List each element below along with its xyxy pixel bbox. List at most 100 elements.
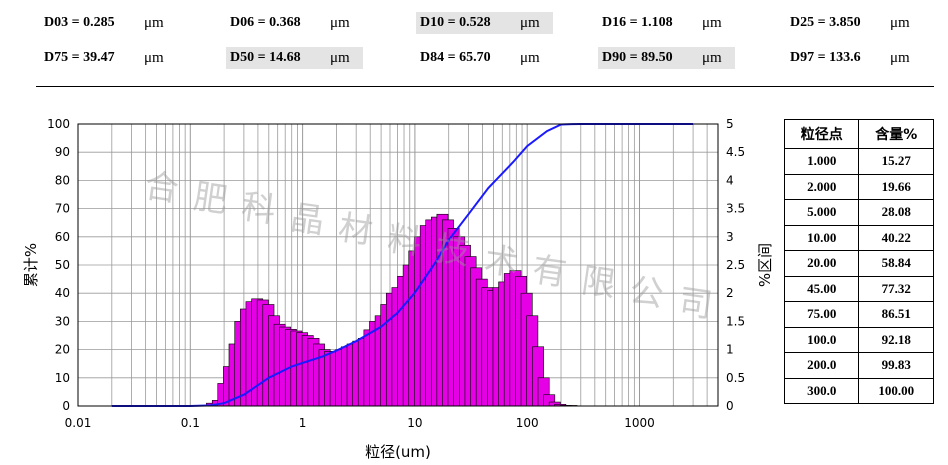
content-table-panel: 粒径点 含量% 1.000 15.27 2.000 19.66 5.000 28.08 10… — [783, 119, 934, 404]
stat-label: D84 = 65.70 — [420, 50, 491, 65]
x-tick-label: 100 — [516, 416, 539, 430]
x-tick-label: 0.1 — [181, 416, 200, 430]
y-tick-label: 70 — [55, 202, 70, 216]
y-tick-label: 40 — [55, 286, 70, 300]
plot-frame — [77, 123, 719, 407]
y2-tick-label: 1 — [726, 343, 734, 357]
table-cell-content: 15.27 — [858, 148, 934, 175]
stat-label: D16 = 1.108 — [602, 15, 673, 30]
x-tick-label: 10 — [407, 416, 422, 430]
column-header-size-point: 粒径点 — [783, 119, 860, 149]
y-tick-label: 80 — [55, 173, 70, 187]
y-tick-label: 90 — [55, 145, 70, 159]
y2-tick-label: 0.5 — [726, 371, 745, 385]
table-cell-size: 1.000 — [783, 148, 860, 175]
table-row: 10.00 40.22 — [783, 224, 934, 251]
table-cell-size: 200.0 — [783, 352, 860, 379]
stat-unit: μm — [520, 50, 540, 66]
stat-unit: μm — [702, 15, 722, 31]
table-cell-size: 300.0 — [783, 377, 860, 404]
header-divider — [36, 86, 934, 87]
y2-tick-label: 0 — [726, 399, 734, 413]
table-cell-content: 77.32 — [858, 275, 934, 302]
x-tick-label: 1 — [299, 416, 307, 430]
x-axis-label: 粒径(um) — [365, 443, 431, 461]
table-cell-size: 10.00 — [783, 224, 860, 251]
stat-unit: μm — [890, 15, 910, 31]
stat-label: D25 = 3.850 — [790, 15, 861, 30]
y2-tick-label: 2 — [726, 286, 734, 300]
table-row: 5.000 28.08 — [783, 199, 934, 226]
y2-axis-label: %区间 — [756, 243, 774, 287]
stat-unit: μm — [890, 50, 910, 66]
stat-label: D03 = 0.285 — [44, 15, 115, 30]
stat-item: D50 = 14.68 μm — [226, 47, 363, 69]
stat-label: D06 = 0.368 — [230, 15, 301, 30]
y2-tick-label: 5 — [726, 117, 734, 131]
stat-item: D03 = 0.285 μm — [40, 12, 174, 34]
stat-unit: μm — [520, 15, 540, 31]
table-row: 2.000 19.66 — [783, 173, 934, 200]
stat-label: D75 = 39.47 — [44, 50, 115, 65]
x-tick-label: 1000 — [624, 416, 655, 430]
stat-item: D25 = 3.850 μm — [786, 12, 920, 34]
y-tick-label: 20 — [55, 343, 70, 357]
y-tick-label: 30 — [55, 314, 70, 328]
table-row: 20.00 58.84 — [783, 250, 934, 277]
stat-unit: μm — [702, 50, 722, 66]
stat-item: D16 = 1.108 μm — [598, 12, 732, 34]
y-axis-label: 累计% — [22, 243, 40, 287]
statistics-panel: D03 = 0.285 μm D06 = 0.368 μm D10 = 0.528 μm D… — [0, 0, 948, 80]
table-row: 100.0 92.18 — [783, 326, 934, 353]
table-cell-content: 86.51 — [858, 301, 934, 328]
table-cell-content: 28.08 — [858, 199, 934, 226]
table-cell-size: 2.000 — [783, 173, 860, 200]
table-cell-size: 20.00 — [783, 250, 860, 277]
y2-tick-label: 3 — [726, 230, 734, 244]
table-cell-content: 40.22 — [858, 224, 934, 251]
y2-tick-label: 3.5 — [726, 202, 745, 216]
stat-label: D10 = 0.528 — [420, 15, 491, 30]
y-tick-label: 0 — [62, 399, 70, 413]
y-tick-label: 50 — [55, 258, 70, 272]
particle-size-chart: 0.01 0.1 1 10 100 100001020304050607080901000… — [22, 117, 774, 461]
table-header-row: 粒径点 含量% — [783, 119, 934, 149]
y-tick-label: 100 — [47, 117, 70, 131]
table-row: 45.00 77.32 — [783, 275, 934, 302]
table-cell-size: 75.00 — [783, 301, 860, 328]
table-cell-content: 19.66 — [858, 173, 934, 200]
stat-label: D50 = 14.68 — [230, 50, 301, 65]
stat-unit: μm — [330, 15, 350, 31]
x-tick-label: 0.01 — [65, 416, 92, 430]
table-cell-content: 92.18 — [858, 326, 934, 353]
stat-label: D90 = 89.50 — [602, 50, 673, 65]
stat-unit: μm — [144, 15, 164, 31]
stat-item: D84 = 65.70 μm — [416, 47, 550, 69]
table-row: 200.0 99.83 — [783, 352, 934, 379]
stat-label: D97 = 133.6 — [790, 50, 861, 65]
table-cell-size: 45.00 — [783, 275, 860, 302]
table-cell-content: 99.83 — [858, 352, 934, 379]
y2-tick-label: 4 — [726, 173, 734, 187]
stat-unit: μm — [144, 50, 164, 66]
y-tick-label: 10 — [55, 371, 70, 385]
y2-tick-label: 2.5 — [726, 258, 745, 272]
column-header-content: 含量% — [858, 119, 934, 149]
stat-item: D75 = 39.47 μm — [40, 47, 174, 69]
table-cell-content: 100.00 — [858, 377, 934, 404]
table-cell-size: 100.0 — [783, 326, 860, 353]
table-cell-content: 58.84 — [858, 250, 934, 277]
table-row: 300.0 100.00 — [783, 377, 934, 404]
content-table: 粒径点 含量% 1.000 15.27 2.000 19.66 5.000 28.08 10… — [783, 119, 934, 404]
table-row: 75.00 86.51 — [783, 301, 934, 328]
table-cell-size: 5.000 — [783, 199, 860, 226]
y-tick-label: 60 — [55, 230, 70, 244]
stat-item: D90 = 89.50 μm — [598, 47, 735, 69]
cumulative-curve — [111, 123, 694, 407]
table-row: 1.000 15.27 — [783, 148, 934, 175]
stat-item: D06 = 0.368 μm — [226, 12, 360, 34]
stat-item: D97 = 133.6 μm — [786, 47, 920, 69]
stat-unit: μm — [330, 50, 350, 66]
y2-tick-label: 1.5 — [726, 314, 745, 328]
y2-tick-label: 4.5 — [726, 145, 745, 159]
